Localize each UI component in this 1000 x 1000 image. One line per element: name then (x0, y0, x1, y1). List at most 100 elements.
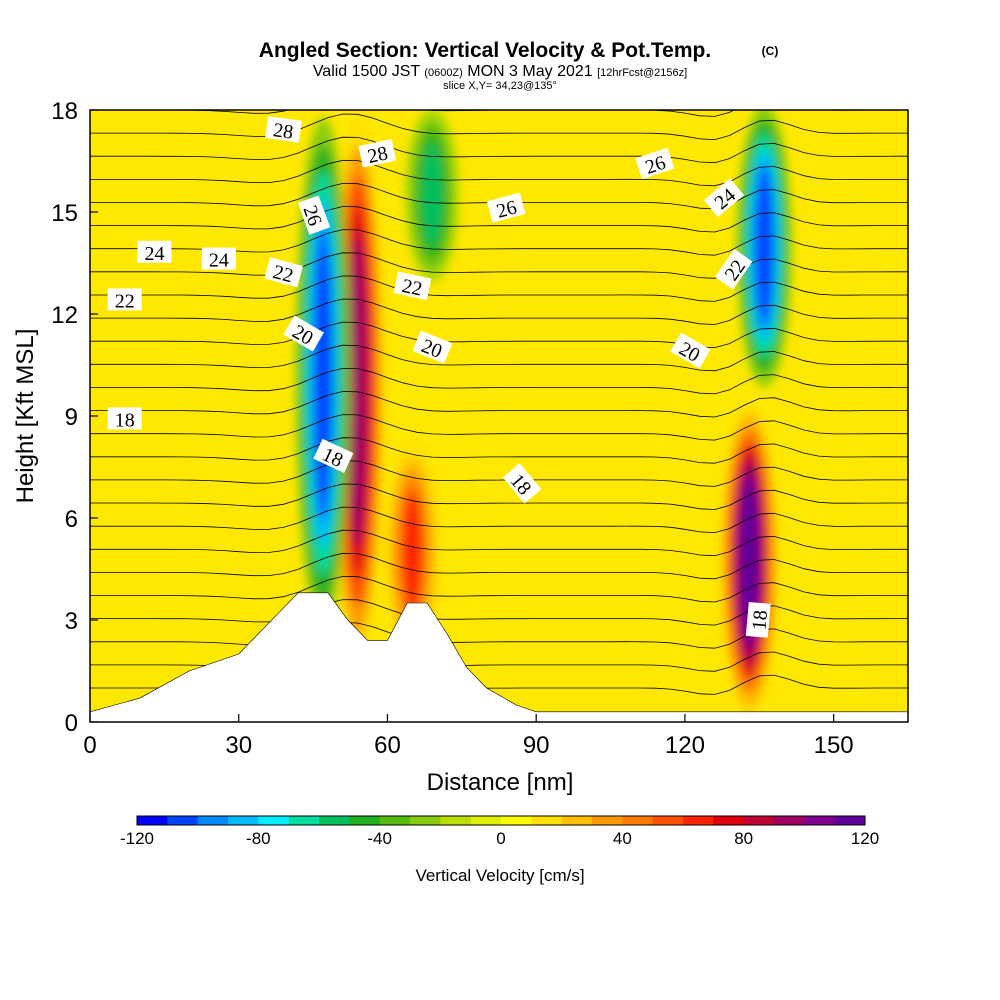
contour-label-box (107, 407, 142, 430)
contour-label-text: 24 (209, 250, 229, 272)
contour-label-text: 28 (366, 142, 390, 168)
colorbar-swatch (501, 816, 532, 825)
theta-contour (90, 136, 908, 164)
colorbar-swatch (288, 816, 320, 825)
contour-label-box (412, 330, 453, 364)
terrain (90, 592, 908, 722)
contour-label-text: 28 (272, 119, 295, 144)
colorbar-swatch (349, 816, 381, 825)
theta-contour (90, 506, 908, 534)
colorbar-swatch (834, 816, 866, 825)
theta-contour (90, 275, 908, 302)
updraft-feature (721, 410, 777, 711)
colorbar-swatch (531, 816, 563, 825)
downdraft-feature (295, 117, 351, 630)
updraft-core (402, 490, 423, 614)
slice-label: slice X,Y= 34,23@135° (443, 80, 557, 92)
colorbar-tick-label: 120 (851, 829, 879, 848)
theta-contour (90, 529, 908, 557)
contour-label: 18 (107, 407, 142, 431)
contour-label-box (714, 248, 753, 290)
contour-label: 26 (486, 192, 526, 223)
colorbar-swatch (167, 816, 199, 825)
downdraft-core (422, 144, 442, 246)
contour-label: 20 (412, 330, 453, 364)
contour-label-box (201, 247, 236, 270)
colorbar-swatch (592, 816, 623, 825)
colorbar-swatch (379, 816, 411, 825)
colorbar-swatch (197, 816, 229, 825)
theta-contour (90, 622, 908, 649)
contour-label-box (265, 116, 302, 143)
colorbar-swatch (804, 816, 836, 825)
downdraft-feature (736, 110, 792, 388)
contour-label-box (107, 288, 142, 311)
colorbar-swatch (470, 816, 502, 825)
theta-contour (90, 113, 908, 141)
x-tick-label: 60 (374, 732, 401, 759)
x-axis: 0 30 60 90 120 150 (83, 714, 854, 759)
velocity-field (90, 110, 908, 722)
colorbar-swatch (319, 816, 350, 825)
colorbar-swatch (440, 816, 472, 825)
theta-contour (90, 575, 908, 603)
contour-label-box (358, 138, 397, 168)
updraft-core (347, 232, 368, 549)
contour-label: 18 (745, 602, 772, 638)
contour-label: 24 (201, 247, 236, 272)
contour-label-box (137, 240, 172, 263)
y-axis-label: Height [Kft MSL] (12, 329, 39, 504)
x-tick-label: 30 (225, 732, 252, 759)
contour-label: 22 (264, 257, 303, 288)
contour-label-box (264, 257, 303, 288)
contour-label-box (745, 602, 771, 638)
colorbar-tick-label: 0 (496, 829, 505, 848)
y-tick-label: 18 (51, 98, 78, 125)
contour-label: 28 (358, 138, 397, 168)
colorbar-swatch (561, 816, 593, 825)
colorbar: -120 -80 -40 0 40 80 120 (120, 815, 879, 848)
contour-label-box (283, 315, 324, 352)
theta-contour (90, 552, 908, 580)
colorbar-swatch (228, 816, 259, 825)
x-tick-label: 120 (665, 732, 705, 759)
y-tick-label: 9 (65, 404, 78, 431)
colorbar-swatch (774, 816, 805, 825)
theta-contour (90, 298, 908, 325)
contour-label-text: 22 (400, 275, 424, 301)
colorbar-tick-label: -80 (246, 829, 271, 848)
velocity-features (295, 110, 792, 711)
theta-contour (90, 599, 908, 626)
downdraft-core (754, 164, 775, 328)
chart-subtitle: Valid 1500 JST (0600Z) MON 3 May 2021 [1… (313, 63, 687, 80)
contour-label-box (703, 178, 745, 217)
x-tick-label: 150 (814, 732, 854, 759)
chart-title: Angled Section: Vertical Velocity & Pot.… (259, 39, 711, 62)
y-tick-label: 3 (65, 608, 78, 635)
colorbar-swatch (622, 816, 654, 825)
theta-contour (90, 414, 908, 441)
theta-contour (90, 206, 908, 233)
colorbar-label: Vertical Velocity [cm/s] (415, 866, 584, 885)
colorbar-swatch (713, 816, 745, 825)
contour-label: 22 (107, 288, 142, 312)
colorbar-tick-label: -120 (120, 829, 154, 848)
contour-label-box (635, 147, 675, 180)
theta-contour (90, 460, 908, 487)
contour-label: 28 (265, 116, 302, 144)
theta-contour (90, 252, 908, 279)
theta-contour (90, 344, 908, 372)
theta-contour (90, 159, 908, 187)
contour-label-box (313, 438, 354, 474)
y-tick-label: 15 (51, 200, 78, 227)
colorbar-tick-label: 80 (734, 829, 753, 848)
colorbar-swatch (410, 816, 441, 825)
theta-contour (90, 483, 908, 510)
colorbar-swatch (258, 816, 290, 825)
colorbar-swatch (137, 816, 168, 825)
theta-contour (90, 321, 908, 349)
colorbar-tick-label: 40 (613, 829, 632, 848)
contour-label-box (486, 192, 526, 223)
contour-label: 24 (137, 240, 172, 265)
